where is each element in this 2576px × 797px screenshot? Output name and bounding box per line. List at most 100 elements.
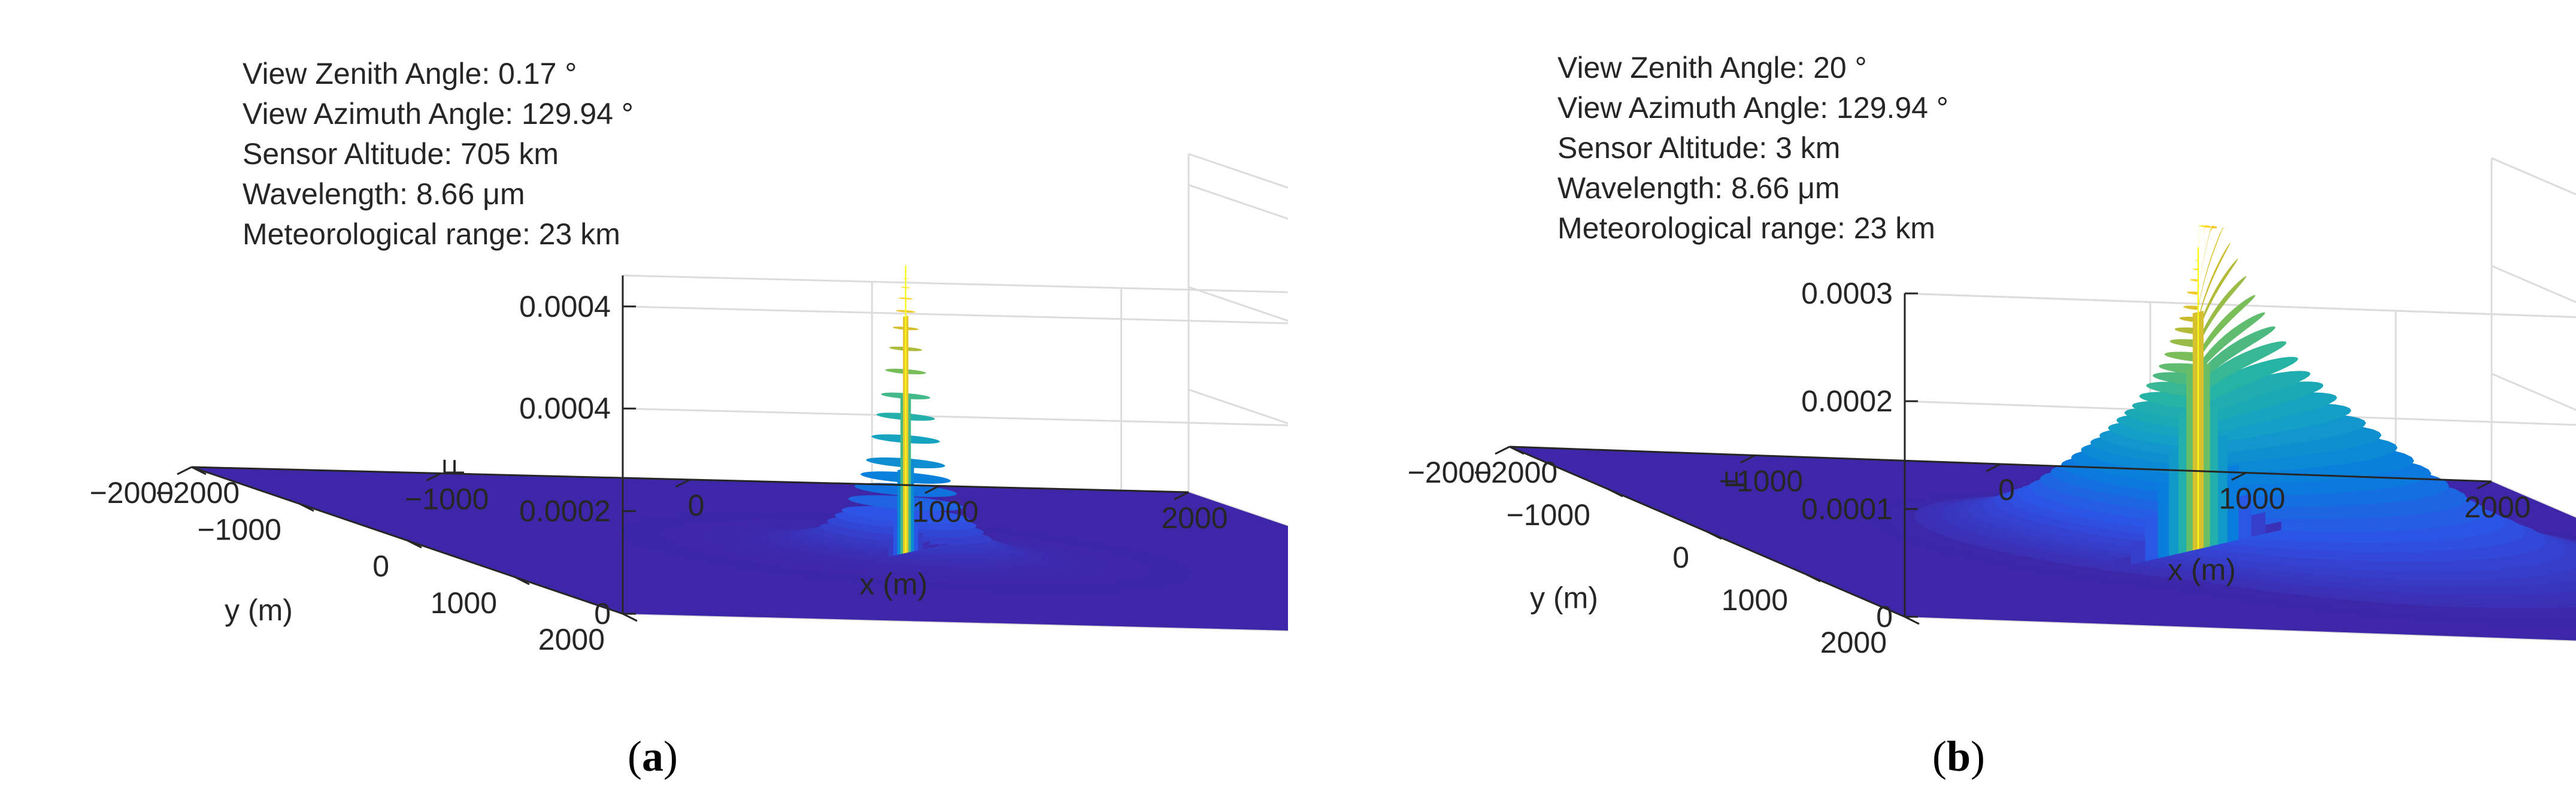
annotation-line: Wavelength: 8.66 μm — [1557, 171, 1840, 205]
z-tick-label: 0.0002 — [519, 495, 611, 528]
surface-ring — [2192, 225, 2208, 271]
x-axis-label: x (m) — [859, 567, 928, 601]
x-tick-mark — [925, 485, 940, 494]
y-tick-mark — [1608, 488, 1623, 498]
x-tick-label: −1000 — [405, 483, 489, 516]
surface-ring — [2187, 225, 2218, 295]
annotation-line: View Azimuth Angle: 129.94 ° — [1557, 91, 1948, 125]
grid-line — [2491, 480, 2576, 519]
x-tick-label: −1000 — [1719, 465, 1803, 498]
x-tick-mark — [177, 466, 192, 475]
caption-a: (a) — [628, 732, 678, 780]
y-tick-mark — [299, 502, 314, 512]
y-tick-label: −1000 — [198, 513, 281, 546]
x-tick-mark — [2477, 480, 2492, 490]
x-tick-label: 2000 — [1161, 501, 1228, 535]
caption-letter-a: a — [642, 732, 663, 780]
y-tick-label: 1000 — [1722, 583, 1788, 617]
x-tick-mark — [2231, 472, 2247, 481]
surface-ring — [2195, 225, 2204, 261]
annotation-line: Sensor Altitude: 3 km — [1557, 131, 1840, 165]
y-tick-label: 0 — [1672, 541, 1689, 574]
y-tick-mark — [514, 576, 530, 586]
y-tick-label: 0 — [372, 550, 389, 583]
y-tick-mark — [1904, 616, 1920, 625]
peak-slice — [2197, 247, 2199, 550]
surface-ring — [2179, 243, 2230, 323]
x-tick-mark — [675, 478, 691, 488]
surface-peak — [2094, 247, 2302, 573]
y-axis-label: y (m) — [225, 593, 293, 627]
grid-line — [622, 286, 1288, 426]
caption-b: (b) — [1932, 732, 1985, 780]
y-tick-mark — [191, 466, 207, 475]
surface-ring — [2159, 312, 2265, 375]
axes — [1495, 292, 2492, 625]
z-tick-label: 0.0004 — [519, 392, 611, 425]
z-tick-label: 0.0003 — [1801, 277, 1893, 310]
axes — [177, 275, 1189, 622]
x-tick-mark — [1495, 446, 1510, 455]
grid-line — [1188, 491, 1288, 528]
grid-line — [622, 184, 1288, 325]
surface-ring — [2190, 225, 2213, 282]
x-axis-label: x (m) — [2168, 553, 2236, 587]
annotation-line: View Azimuth Angle: 129.94 ° — [243, 97, 634, 131]
x-tick-mark — [1174, 491, 1189, 501]
surface-ring — [2174, 259, 2238, 335]
y-tick-mark — [622, 613, 638, 622]
x-tick-label: 1000 — [2219, 482, 2285, 516]
x-tick-mark — [1986, 463, 2001, 472]
z-tick-label: 0.0001 — [1801, 492, 1893, 526]
grid-line — [1904, 157, 2576, 319]
annotation-line: Sensor Altitude: 705 km — [243, 137, 559, 171]
y-tick-label: −1000 — [1507, 498, 1590, 532]
surface-ring — [2198, 225, 2199, 250]
surface — [192, 267, 1288, 631]
annotation-line: Meteorological range: 23 km — [243, 217, 620, 251]
z-axis-label: F — [1719, 471, 1753, 489]
x-tick-label: 2000 — [2464, 490, 2530, 524]
z-axis-label: F — [437, 459, 471, 477]
panel-a: −2000 −1000 0 1000 2000 −2000 −1000 0 1000 2000 0 0… — [90, 57, 1288, 780]
y-tick-label: −2000 — [1408, 456, 1492, 489]
surface-ring — [2183, 228, 2224, 310]
surface-plot-a: −2000 −1000 0 1000 2000−2000−100001000200000… — [90, 57, 1288, 656]
annotation-line: Wavelength: 8.66 μm — [243, 177, 525, 211]
grid-line — [1904, 157, 2576, 319]
surface-ring — [2169, 276, 2247, 347]
z-tick-label: 0 — [1876, 600, 1893, 634]
annotation-line: Meteorological range: 23 km — [1557, 211, 1935, 245]
surface — [1510, 225, 2576, 641]
x-tick-label: 1000 — [912, 495, 978, 529]
panel-b: −2000 −1000 0 1000 2000 −2000 −1000 0 1000 2000 0 0… — [1288, 0, 2576, 797]
y-tick-mark — [1805, 573, 1821, 583]
surface-peak — [848, 265, 963, 565]
y-tick-mark — [1707, 531, 1722, 540]
surface-ring — [2139, 356, 2299, 410]
y-tick-mark — [1509, 446, 1525, 455]
y-tick-label: 2000 — [538, 623, 605, 656]
grid-line — [622, 153, 1288, 293]
caption-letter-b: b — [1946, 732, 1971, 780]
y-axis-label: y (m) — [1530, 581, 1598, 614]
x-tick-label: 0 — [688, 489, 705, 522]
x-tick-mark — [426, 472, 441, 481]
x-tick-label: −2000 — [156, 476, 240, 510]
z-tick-label: 0.0002 — [1801, 384, 1893, 418]
x-tick-label: 0 — [1998, 473, 2015, 507]
annotation-line: View Zenith Angle: 0.17 ° — [243, 57, 577, 90]
surface-plot-b: −2000 −1000 0 1000 2000−2000−100001000200000… — [1408, 51, 2576, 659]
y-tick-label: −2000 — [90, 476, 174, 510]
annotation-line: View Zenith Angle: 20 ° — [1557, 51, 1867, 84]
y-tick-label: 2000 — [1820, 626, 1887, 659]
surface-ring — [2164, 295, 2256, 362]
x-tick-mark — [1740, 454, 1756, 463]
z-tick-label: 0.0004 — [519, 290, 611, 323]
x-tick-label: −2000 — [1474, 456, 1557, 489]
y-tick-mark — [407, 540, 422, 548]
peak-slice — [905, 265, 907, 553]
y-tick-label: 1000 — [431, 586, 497, 620]
z-tick-label: 0 — [594, 597, 611, 631]
surface-ring — [2153, 326, 2276, 386]
